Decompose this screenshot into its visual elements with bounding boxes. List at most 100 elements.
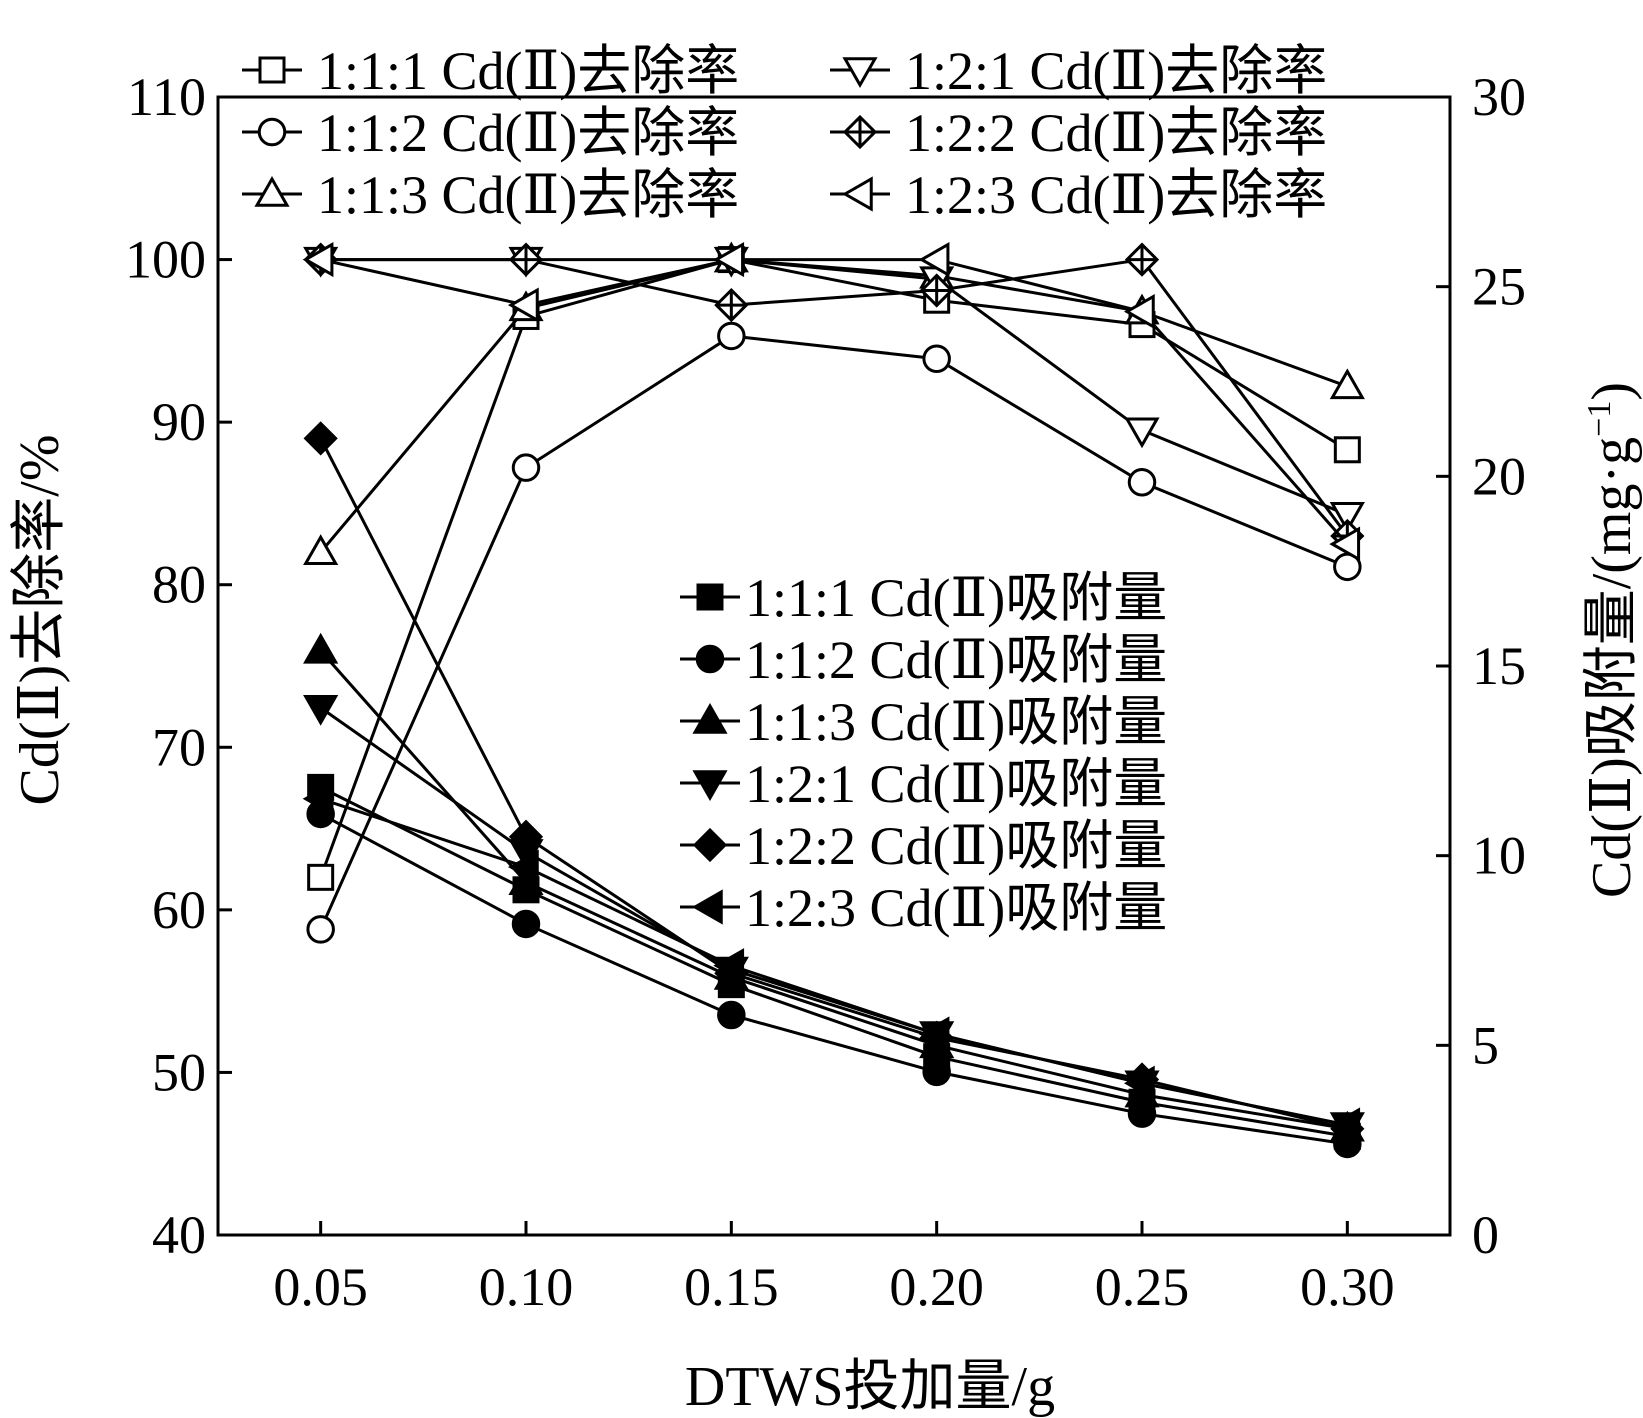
legend-marker — [692, 702, 728, 734]
removal-series-line — [319, 334, 1348, 930]
adsorption-point — [717, 1000, 746, 1030]
adsorption-series-line — [319, 649, 1348, 1131]
removal-point — [717, 321, 746, 351]
removal-point — [303, 534, 339, 565]
left-y-tick-label: 100 — [125, 230, 206, 290]
right-y-tick-label: 15 — [1472, 636, 1526, 696]
right-y-axis: 0 5 10 15 20 25 30 — [1436, 67, 1526, 1265]
removal-point — [511, 453, 541, 482]
removal-point — [307, 863, 335, 891]
left-y-tick-label: 80 — [152, 555, 206, 615]
legend-removal-item: 1:2:3 Cd(Ⅱ)去除率 — [830, 165, 1327, 225]
legend-label: 1:1:2 Cd(Ⅱ)去除率 — [317, 103, 739, 163]
adsorption-point — [713, 948, 745, 984]
removal-point — [1329, 368, 1365, 400]
legend-marker — [695, 644, 725, 674]
adsorption-point — [303, 694, 339, 726]
legend-adsorption-item: 1:1:1 Cd(Ⅱ)吸附量 — [680, 568, 1167, 628]
adsorption-point — [507, 849, 539, 885]
removal-point — [714, 287, 749, 323]
legend-marker — [842, 114, 878, 150]
x-axis-label: DTWS投加量/g — [685, 1356, 1055, 1418]
adsorption-point — [508, 819, 544, 854]
legend-label: 1:2:1 Cd(Ⅱ)吸附量 — [745, 754, 1167, 814]
removal-point — [1333, 436, 1361, 464]
adsorption-point — [303, 632, 339, 664]
removal-point — [919, 273, 954, 308]
removal-series-line — [320, 257, 1349, 537]
left-y-axis: 40 50 60 70 80 90 100 110 — [125, 67, 232, 1265]
x-tick-label: 0.25 — [1095, 1257, 1190, 1317]
legend-label: 1:1:3 Cd(Ⅱ)去除率 — [317, 165, 739, 225]
legend-removal-item: 1:1:1 Cd(Ⅱ)去除率 — [242, 41, 739, 101]
removal-series-2 — [306, 321, 1362, 944]
left-y-tick-label: 50 — [152, 1042, 206, 1102]
adsorption-point — [1123, 1065, 1155, 1101]
right-y-tick-label: 10 — [1472, 826, 1526, 886]
removal-point — [1123, 294, 1155, 330]
right-y-axis-label: Cd(Ⅱ)吸附量/(mg·g−1) — [1581, 382, 1643, 898]
legend-marker — [841, 176, 873, 212]
legend-label: 1:1:3 Cd(Ⅱ)吸附量 — [745, 692, 1167, 752]
legend-removal-item: 1:1:2 Cd(Ⅱ)去除率 — [242, 103, 739, 163]
adsorption-series-line — [320, 797, 1348, 1127]
adsorption-point — [302, 781, 334, 817]
right-y-tick-label: 30 — [1472, 67, 1526, 127]
right-y-axis-label-main: Cd(Ⅱ)吸附量/(mg·g — [1581, 437, 1643, 898]
adsorption-point — [1329, 1107, 1361, 1143]
left-y-tick-label: 90 — [152, 392, 206, 452]
legend-label: 1:1:1 Cd(Ⅱ)去除率 — [317, 41, 739, 101]
legend-removal-item: 1:1:3 Cd(Ⅱ)去除率 — [242, 165, 739, 225]
removal-point — [1329, 502, 1365, 533]
legend-marker — [257, 117, 287, 147]
legend-label: 1:2:3 Cd(Ⅱ)去除率 — [905, 165, 1327, 225]
adsorption-series-6 — [302, 781, 1361, 1143]
right-y-tick-label: 25 — [1472, 257, 1526, 317]
x-axis: 0.05 0.10 0.15 0.20 0.25 0.30 — [273, 1221, 1395, 1317]
removal-point — [713, 241, 745, 278]
removal-point — [507, 287, 539, 323]
right-y-tick-label: 5 — [1472, 1015, 1499, 1075]
legend-adsorption-item: 1:2:2 Cd(Ⅱ)吸附量 — [680, 816, 1167, 876]
removal-point — [922, 344, 951, 373]
legend-label: 1:1:1 Cd(Ⅱ)吸附量 — [745, 568, 1167, 628]
legend-marker — [692, 770, 728, 802]
left-y-tick-label: 70 — [152, 717, 206, 777]
legend-label: 1:1:2 Cd(Ⅱ)吸附量 — [745, 630, 1167, 690]
removal-series-line — [320, 258, 1349, 546]
adsorption-point — [918, 1016, 950, 1052]
adsorption-point — [922, 1057, 951, 1087]
legend-removal-item: 1:2:1 Cd(Ⅱ)去除率 — [830, 41, 1327, 101]
legend-marker — [692, 827, 728, 863]
right-y-axis-label-sup: −1 — [1581, 401, 1618, 437]
removal-series-6 — [302, 241, 1361, 562]
left-y-tick-label: 40 — [152, 1205, 206, 1265]
right-y-axis-label-close: ) — [1581, 382, 1643, 401]
x-tick-label: 0.30 — [1300, 1257, 1395, 1317]
legend-adsorption-item: 1:1:3 Cd(Ⅱ)吸附量 — [680, 692, 1167, 752]
removal-point — [918, 241, 950, 278]
left-y-tick-label: 60 — [152, 880, 206, 940]
legend-marker — [691, 889, 723, 925]
left-y-tick-label: 110 — [127, 67, 206, 127]
legend-marker — [842, 57, 878, 89]
legend-label: 1:2:2 Cd(Ⅱ)吸附量 — [745, 816, 1167, 876]
removal-point — [302, 241, 334, 278]
removal-point — [508, 242, 544, 277]
legend-removal-item: 1:2:2 Cd(Ⅱ)去除率 — [830, 103, 1327, 163]
left-y-axis-label: Cd(Ⅱ)去除率/% — [9, 435, 71, 806]
legend-marker — [258, 56, 286, 84]
legend-marker — [254, 175, 290, 207]
legend-adsorption-item: 1:2:1 Cd(Ⅱ)吸附量 — [680, 754, 1167, 814]
right-y-tick-label: 20 — [1472, 446, 1526, 506]
legend-adsorption-item: 1:1:2 Cd(Ⅱ)吸附量 — [680, 630, 1167, 690]
legend-label: 1:2:1 Cd(Ⅱ)去除率 — [905, 41, 1327, 101]
adsorption-series-line — [319, 812, 1348, 1146]
removal-point — [306, 915, 335, 944]
series-layer — [302, 241, 1365, 1159]
adsorption-series-line — [319, 437, 1348, 1131]
legend-label: 1:2:3 Cd(Ⅱ)吸附量 — [745, 878, 1167, 938]
removal-point — [1329, 526, 1361, 562]
